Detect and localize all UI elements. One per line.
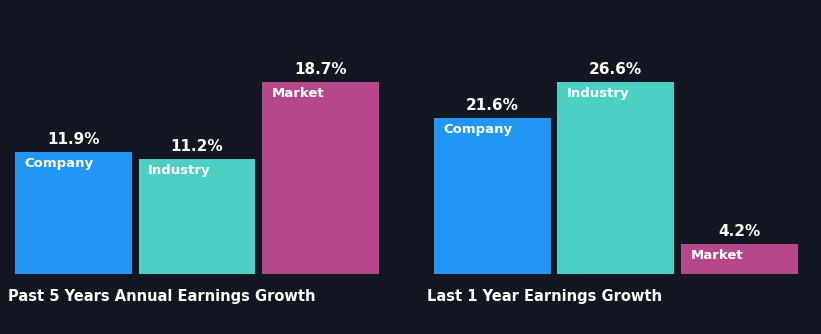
- Bar: [139, 159, 255, 274]
- Text: Company: Company: [25, 157, 94, 170]
- Text: 18.7%: 18.7%: [294, 62, 347, 77]
- Text: Company: Company: [443, 124, 512, 137]
- Text: Market: Market: [690, 249, 743, 262]
- Text: Industry: Industry: [148, 164, 211, 177]
- Bar: [681, 243, 798, 274]
- Bar: [557, 81, 674, 274]
- Text: Industry: Industry: [566, 88, 630, 100]
- Bar: [433, 118, 551, 274]
- Bar: [15, 152, 132, 274]
- Bar: [262, 81, 379, 274]
- Text: 21.6%: 21.6%: [466, 98, 519, 113]
- Text: Last 1 Year Earnings Growth: Last 1 Year Earnings Growth: [427, 289, 662, 304]
- Text: Past 5 Years Annual Earnings Growth: Past 5 Years Annual Earnings Growth: [8, 289, 316, 304]
- Text: 11.9%: 11.9%: [47, 132, 99, 147]
- Text: Market: Market: [272, 88, 324, 100]
- Text: 4.2%: 4.2%: [718, 224, 760, 239]
- Text: 26.6%: 26.6%: [589, 62, 642, 77]
- Text: 11.2%: 11.2%: [171, 139, 223, 154]
